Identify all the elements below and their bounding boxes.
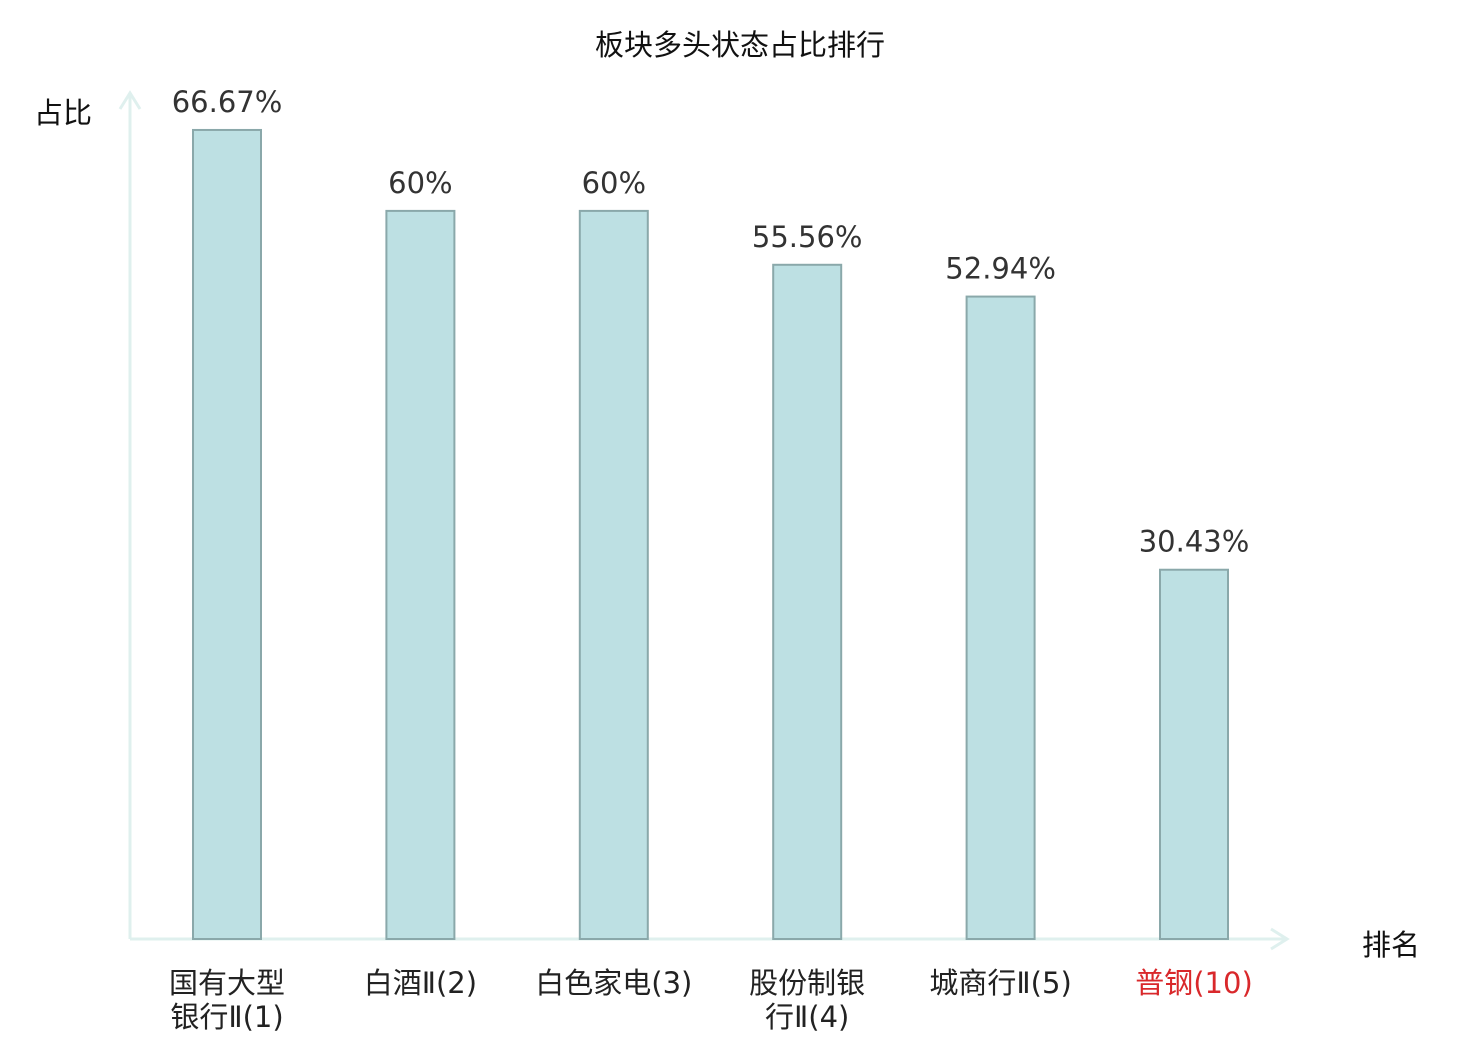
x-tick-label: 白酒Ⅱ(2) [325,966,515,1000]
x-tick-label-line: 白色家电(3) [535,966,693,1000]
x-axis-arrow [1270,927,1290,951]
data-label: 52.94% [945,252,1056,286]
data-label: 60% [582,166,646,200]
x-tick-label-line: 股份制银 [749,966,866,1000]
x-tick-label: 国有大型 银行Ⅱ(1) [132,966,322,1034]
data-label: 66.67% [172,85,283,119]
y-axis-label: 占比 [34,96,93,130]
y-axis-arrow [118,90,142,110]
x-tick-label-line: 国有大型 [168,966,285,1000]
x-tick-label-line: 白酒Ⅱ(2) [363,966,478,1000]
chart-title: 板块多头状态占比排行 [594,28,885,62]
x-tick-label-line: 银行Ⅱ(1) [170,1000,284,1034]
x-tick-label: 城商行Ⅱ(5) [906,966,1096,1000]
bar [192,128,262,941]
bar [1159,568,1229,940]
x-tick-label: 普钢(10) [1099,966,1289,1000]
bar [772,263,843,940]
bar [965,295,1036,940]
x-tick-label-line: 普钢(10) [1135,966,1253,1000]
data-label: 55.56% [752,220,863,254]
x-tick-label: 股份制银 行Ⅱ(4) [712,966,902,1034]
data-label: 60% [388,166,452,200]
x-tick-label-line: 城商行Ⅱ(5) [929,966,1072,1000]
data-label: 30.43% [1139,525,1250,559]
x-tick-label: 白色家电(3) [519,966,709,1000]
x-tick-label-line: 行Ⅱ(4) [765,1000,850,1034]
bar [578,209,649,940]
bar [385,209,456,940]
x-axis-label: 排名 [1362,928,1421,962]
